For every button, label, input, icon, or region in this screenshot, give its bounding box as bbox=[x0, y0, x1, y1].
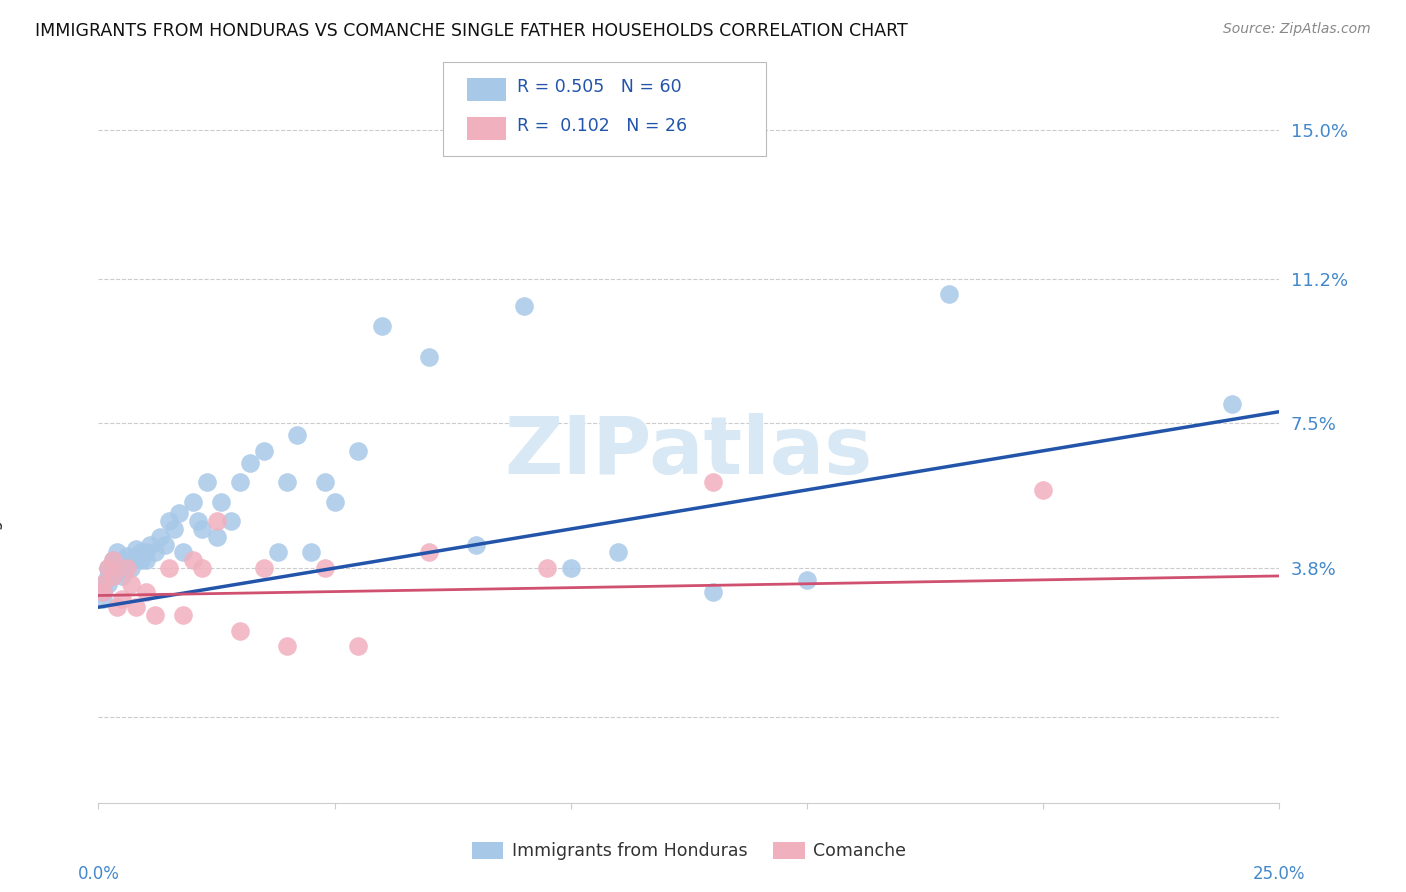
Point bbox=[121, 561, 143, 575]
Point bbox=[91, 584, 114, 599]
Point bbox=[219, 514, 242, 528]
Point bbox=[149, 530, 172, 544]
Point bbox=[111, 569, 134, 583]
Point bbox=[607, 545, 630, 559]
Point bbox=[105, 565, 128, 579]
Point bbox=[139, 538, 162, 552]
Point bbox=[1220, 397, 1243, 411]
Point bbox=[91, 576, 114, 591]
Point bbox=[253, 443, 276, 458]
Point bbox=[135, 584, 157, 599]
Point bbox=[91, 584, 114, 599]
Point bbox=[181, 494, 204, 508]
Point bbox=[157, 514, 180, 528]
Point bbox=[135, 553, 157, 567]
Point bbox=[209, 494, 232, 508]
Point bbox=[143, 545, 166, 559]
Point bbox=[157, 561, 180, 575]
Text: R = 0.505   N = 60: R = 0.505 N = 60 bbox=[517, 78, 682, 95]
Text: Source: ZipAtlas.com: Source: ZipAtlas.com bbox=[1223, 22, 1371, 37]
Point bbox=[702, 475, 724, 489]
Point bbox=[205, 530, 228, 544]
Point bbox=[125, 600, 148, 615]
Point bbox=[276, 475, 298, 489]
Point bbox=[111, 553, 134, 567]
Point bbox=[111, 592, 134, 607]
Point bbox=[91, 592, 114, 607]
Point bbox=[347, 640, 370, 654]
Point bbox=[115, 561, 138, 575]
Point bbox=[418, 545, 440, 559]
Point bbox=[465, 538, 488, 552]
Point bbox=[702, 584, 724, 599]
Point bbox=[314, 561, 336, 575]
Point bbox=[97, 561, 120, 575]
Point bbox=[153, 538, 176, 552]
Point bbox=[205, 514, 228, 528]
Point bbox=[239, 456, 262, 470]
Point bbox=[229, 624, 252, 638]
Point bbox=[512, 299, 534, 313]
Text: 25.0%: 25.0% bbox=[1253, 865, 1306, 883]
Point bbox=[97, 576, 120, 591]
Point bbox=[121, 553, 143, 567]
Point bbox=[115, 549, 138, 564]
Point bbox=[371, 318, 394, 333]
Point bbox=[796, 573, 818, 587]
Point bbox=[105, 600, 128, 615]
Point bbox=[536, 561, 558, 575]
Point bbox=[191, 522, 214, 536]
Point bbox=[101, 569, 124, 583]
Point bbox=[91, 576, 114, 591]
Point bbox=[111, 561, 134, 575]
Point bbox=[253, 561, 276, 575]
Point bbox=[187, 514, 209, 528]
Point bbox=[163, 522, 186, 536]
Point bbox=[167, 507, 190, 521]
Point bbox=[560, 561, 582, 575]
Point bbox=[135, 545, 157, 559]
Point bbox=[172, 608, 194, 623]
Point bbox=[105, 545, 128, 559]
Point bbox=[143, 608, 166, 623]
Point bbox=[285, 428, 308, 442]
Text: IMMIGRANTS FROM HONDURAS VS COMANCHE SINGLE FATHER HOUSEHOLDS CORRELATION CHART: IMMIGRANTS FROM HONDURAS VS COMANCHE SIN… bbox=[35, 22, 908, 40]
Point bbox=[115, 558, 138, 572]
Point bbox=[938, 287, 960, 301]
Point bbox=[129, 553, 152, 567]
Text: R =  0.102   N = 26: R = 0.102 N = 26 bbox=[517, 117, 688, 135]
Point bbox=[121, 576, 143, 591]
Text: 0.0%: 0.0% bbox=[77, 865, 120, 883]
Point bbox=[172, 545, 194, 559]
Point bbox=[129, 545, 152, 559]
Point bbox=[276, 640, 298, 654]
Point bbox=[105, 558, 128, 572]
Point bbox=[195, 475, 218, 489]
Point bbox=[347, 443, 370, 458]
Point bbox=[125, 549, 148, 564]
Point bbox=[1032, 483, 1054, 497]
Text: Single Father Households: Single Father Households bbox=[0, 345, 3, 556]
Point bbox=[299, 545, 322, 559]
Point bbox=[418, 350, 440, 364]
Point bbox=[229, 475, 252, 489]
Point bbox=[267, 545, 290, 559]
Point bbox=[101, 561, 124, 575]
Point bbox=[101, 553, 124, 567]
Text: ZIPatlas: ZIPatlas bbox=[505, 413, 873, 491]
Point bbox=[191, 561, 214, 575]
Point bbox=[97, 569, 120, 583]
Legend: Immigrants from Honduras, Comanche: Immigrants from Honduras, Comanche bbox=[465, 835, 912, 867]
Point bbox=[101, 553, 124, 567]
Point bbox=[101, 569, 124, 583]
Point bbox=[125, 541, 148, 556]
Point bbox=[181, 553, 204, 567]
Point bbox=[97, 561, 120, 575]
Point bbox=[314, 475, 336, 489]
Point bbox=[323, 494, 346, 508]
